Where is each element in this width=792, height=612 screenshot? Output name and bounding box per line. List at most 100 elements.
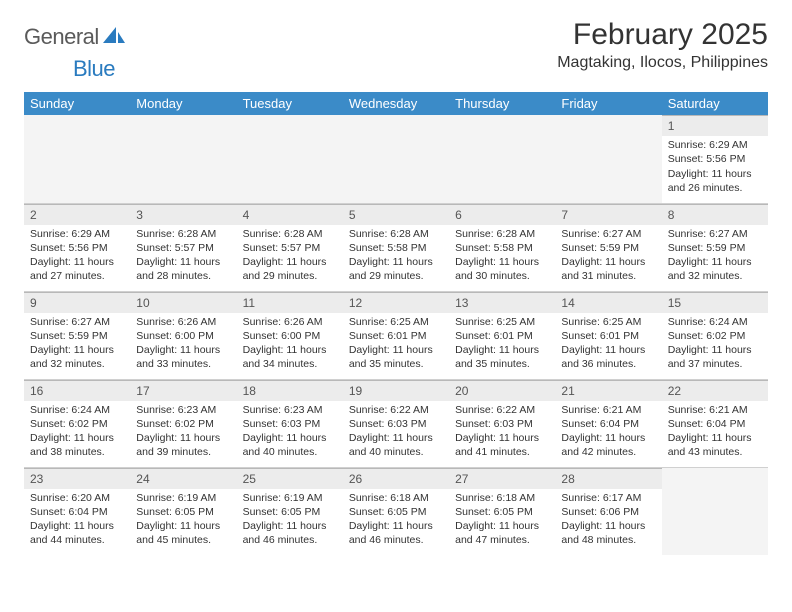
day-info-line: Sunset: 5:59 PM <box>30 329 124 343</box>
month-title: February 2025 <box>557 18 768 52</box>
day-info-line: Sunrise: 6:26 AM <box>136 315 230 329</box>
day-info-line: Sunrise: 6:27 AM <box>668 227 762 241</box>
day-info-line: Daylight: 11 hours <box>243 255 337 269</box>
day-info-line: Daylight: 11 hours <box>561 343 655 357</box>
day-content: Sunrise: 6:27 AMSunset: 5:59 PMDaylight:… <box>662 225 768 290</box>
day-number: 4 <box>237 204 343 225</box>
day-info-line: Sunset: 5:59 PM <box>561 241 655 255</box>
calendar-day-cell: 19Sunrise: 6:22 AMSunset: 6:03 PMDayligh… <box>343 379 449 467</box>
calendar-day-cell: 16Sunrise: 6:24 AMSunset: 6:02 PMDayligh… <box>24 379 130 467</box>
calendar-week-row: 16 Sunrise: 6:24 AM Sunset: 6:02 PM Dayligh… <box>24 379 768 467</box>
calendar-day-cell: 8Sunrise: 6:27 AMSunset: 5:59 PMDaylight… <box>662 203 768 291</box>
day-info-line: Sunset: 5:59 PM <box>668 241 762 255</box>
calendar-day-cell: 6Sunrise: 6:28 AMSunset: 5:58 PMDaylight… <box>449 203 555 291</box>
day-info-line: Sunset: 5:56 PM <box>668 152 762 166</box>
day-info-line: and 29 minutes. <box>349 269 443 283</box>
day-info-line: Sunset: 6:04 PM <box>30 505 124 519</box>
day-number: 26 <box>343 468 449 489</box>
day-content: Sunrise: 6:26 AMSunset: 6:00 PMDaylight:… <box>130 313 236 378</box>
day-info-line: Sunset: 5:57 PM <box>243 241 337 255</box>
day-info-line: Daylight: 11 hours <box>561 255 655 269</box>
calendar-day-cell: 1Sunrise: 6:29 AMSunset: 5:56 PMDaylight… <box>662 115 768 203</box>
day-info-line: and 44 minutes. <box>30 533 124 547</box>
calendar-day-cell: 10Sunrise: 6:26 AMSunset: 6:00 PMDayligh… <box>130 291 236 379</box>
day-info-line: Daylight: 11 hours <box>136 343 230 357</box>
day-number: 16 <box>24 380 130 401</box>
day-info-line: Daylight: 11 hours <box>455 519 549 533</box>
day-content: Sunrise: 6:22 AMSunset: 6:03 PMDaylight:… <box>343 401 449 466</box>
day-number: 2 <box>24 204 130 225</box>
calendar-day-cell: 9Sunrise: 6:27 AMSunset: 5:59 PMDaylight… <box>24 291 130 379</box>
day-info-line: Sunrise: 6:26 AM <box>243 315 337 329</box>
day-info-line: Daylight: 11 hours <box>30 519 124 533</box>
logo-text-gray: General <box>24 24 99 50</box>
day-content: Sunrise: 6:22 AMSunset: 6:03 PMDaylight:… <box>449 401 555 466</box>
day-info-line: Sunset: 6:05 PM <box>243 505 337 519</box>
day-number: 28 <box>555 468 661 489</box>
day-content: Sunrise: 6:29 AMSunset: 5:56 PMDaylight:… <box>24 225 130 290</box>
day-info-line: and 33 minutes. <box>136 357 230 371</box>
day-content: Sunrise: 6:26 AMSunset: 6:00 PMDaylight:… <box>237 313 343 378</box>
day-number: 24 <box>130 468 236 489</box>
calendar-day-cell: 15Sunrise: 6:24 AMSunset: 6:02 PMDayligh… <box>662 291 768 379</box>
day-content: Sunrise: 6:21 AMSunset: 6:04 PMDaylight:… <box>662 401 768 466</box>
day-info-line: and 31 minutes. <box>561 269 655 283</box>
day-content: Sunrise: 6:18 AMSunset: 6:05 PMDaylight:… <box>343 489 449 554</box>
calendar-day-cell <box>662 467 768 555</box>
day-info-line: Sunset: 6:01 PM <box>349 329 443 343</box>
calendar-day-cell: 21Sunrise: 6:21 AMSunset: 6:04 PMDayligh… <box>555 379 661 467</box>
day-info-line: and 29 minutes. <box>243 269 337 283</box>
day-number: 20 <box>449 380 555 401</box>
day-info-line: and 43 minutes. <box>668 445 762 459</box>
day-content: Sunrise: 6:25 AMSunset: 6:01 PMDaylight:… <box>555 313 661 378</box>
day-info-line: Sunset: 6:01 PM <box>455 329 549 343</box>
day-info-line: Daylight: 11 hours <box>349 519 443 533</box>
day-info-line: Sunrise: 6:28 AM <box>243 227 337 241</box>
day-info-line: and 32 minutes. <box>668 269 762 283</box>
day-number: 10 <box>130 292 236 313</box>
day-info-line: Daylight: 11 hours <box>668 167 762 181</box>
day-of-week-header: Sunday <box>24 92 130 115</box>
day-info-line: Sunrise: 6:24 AM <box>30 403 124 417</box>
day-of-week-header: Tuesday <box>237 92 343 115</box>
day-number: 6 <box>449 204 555 225</box>
day-info-line: and 42 minutes. <box>561 445 655 459</box>
day-info-line: Daylight: 11 hours <box>243 343 337 357</box>
day-content: Sunrise: 6:27 AMSunset: 5:59 PMDaylight:… <box>555 225 661 290</box>
day-content: Sunrise: 6:27 AMSunset: 5:59 PMDaylight:… <box>24 313 130 378</box>
day-info-line: Sunrise: 6:19 AM <box>243 491 337 505</box>
day-info-line: Daylight: 11 hours <box>30 343 124 357</box>
day-info-line: Sunset: 5:58 PM <box>349 241 443 255</box>
day-info-line: and 27 minutes. <box>30 269 124 283</box>
day-info-line: Sunrise: 6:17 AM <box>561 491 655 505</box>
day-info-line: Sunrise: 6:19 AM <box>136 491 230 505</box>
day-content: Sunrise: 6:24 AMSunset: 6:02 PMDaylight:… <box>662 313 768 378</box>
day-info-line: Daylight: 11 hours <box>136 255 230 269</box>
calendar-day-cell: 4 Sunrise: 6:28 AMSunset: 5:57 PMDaylight… <box>237 203 343 291</box>
day-info-line: Sunrise: 6:27 AM <box>561 227 655 241</box>
calendar-day-cell <box>343 115 449 203</box>
day-info-line: Sunset: 6:06 PM <box>561 505 655 519</box>
day-number: 13 <box>449 292 555 313</box>
day-content: Sunrise: 6:25 AMSunset: 6:01 PMDaylight:… <box>449 313 555 378</box>
day-info-line: Sunrise: 6:25 AM <box>455 315 549 329</box>
day-info-line: Sunrise: 6:23 AM <box>243 403 337 417</box>
calendar-day-cell: 26Sunrise: 6:18 AMSunset: 6:05 PMDayligh… <box>343 467 449 555</box>
day-info-line: Sunset: 6:03 PM <box>243 417 337 431</box>
day-number: 21 <box>555 380 661 401</box>
day-info-line: and 46 minutes. <box>349 533 443 547</box>
day-content: Sunrise: 6:21 AMSunset: 6:04 PMDaylight:… <box>555 401 661 466</box>
day-number: 19 <box>343 380 449 401</box>
day-info-line: and 36 minutes. <box>561 357 655 371</box>
day-info-line: Sunset: 6:02 PM <box>136 417 230 431</box>
calendar-day-cell: 3Sunrise: 6:28 AMSunset: 5:57 PMDaylight… <box>130 203 236 291</box>
day-of-week-header: Monday <box>130 92 236 115</box>
day-info-line: Daylight: 11 hours <box>561 431 655 445</box>
day-number: 22 <box>662 380 768 401</box>
day-info-line: and 26 minutes. <box>668 181 762 195</box>
day-number: 7 <box>555 204 661 225</box>
day-of-week-header: Friday <box>555 92 661 115</box>
day-info-line: Sunrise: 6:28 AM <box>136 227 230 241</box>
day-number: 11 <box>237 292 343 313</box>
day-info-line: Sunset: 5:57 PM <box>136 241 230 255</box>
